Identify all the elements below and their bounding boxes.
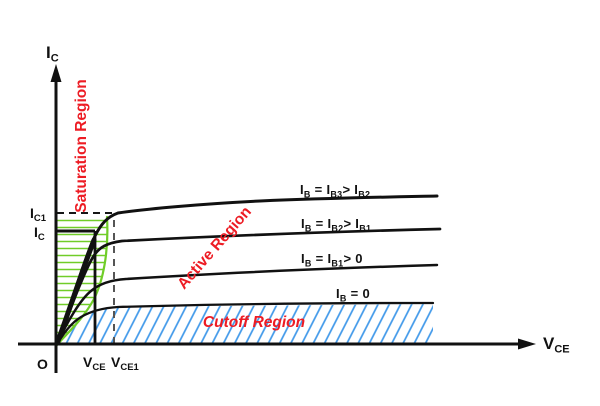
cutoff-region-hatch [58, 304, 433, 343]
y-tick-ic: IC [34, 224, 45, 243]
active-region-label: Active Region [174, 203, 255, 292]
x-axis-title: VCE [543, 334, 570, 356]
x-tick-vce: VCE [83, 354, 106, 373]
curve-ib0 [55, 301, 435, 346]
curve-label-ib3: IB = IB3> IB2 [300, 182, 370, 200]
cutoff-region-label: Cutoff Region [203, 314, 305, 331]
y-tick-ic1: IC1 [30, 205, 47, 224]
curve-label-ib0: IB = 0 [336, 286, 370, 304]
saturation-bundle-line [55, 237, 97, 344]
origin-label: O [37, 356, 48, 372]
saturation-region-label: Saturation Region [73, 79, 90, 212]
y-axis-title: IC [46, 43, 59, 65]
curve-ib1 [55, 263, 439, 346]
x-axis-arrowhead [518, 338, 536, 350]
x-tick-vce1: VCE1 [111, 354, 140, 373]
curve-label-ib1: IB = IB1> 0 [301, 251, 363, 269]
y-axis-arrowhead [50, 64, 62, 82]
curve-label-ib2: IB = IB2> IB1 [301, 216, 371, 234]
